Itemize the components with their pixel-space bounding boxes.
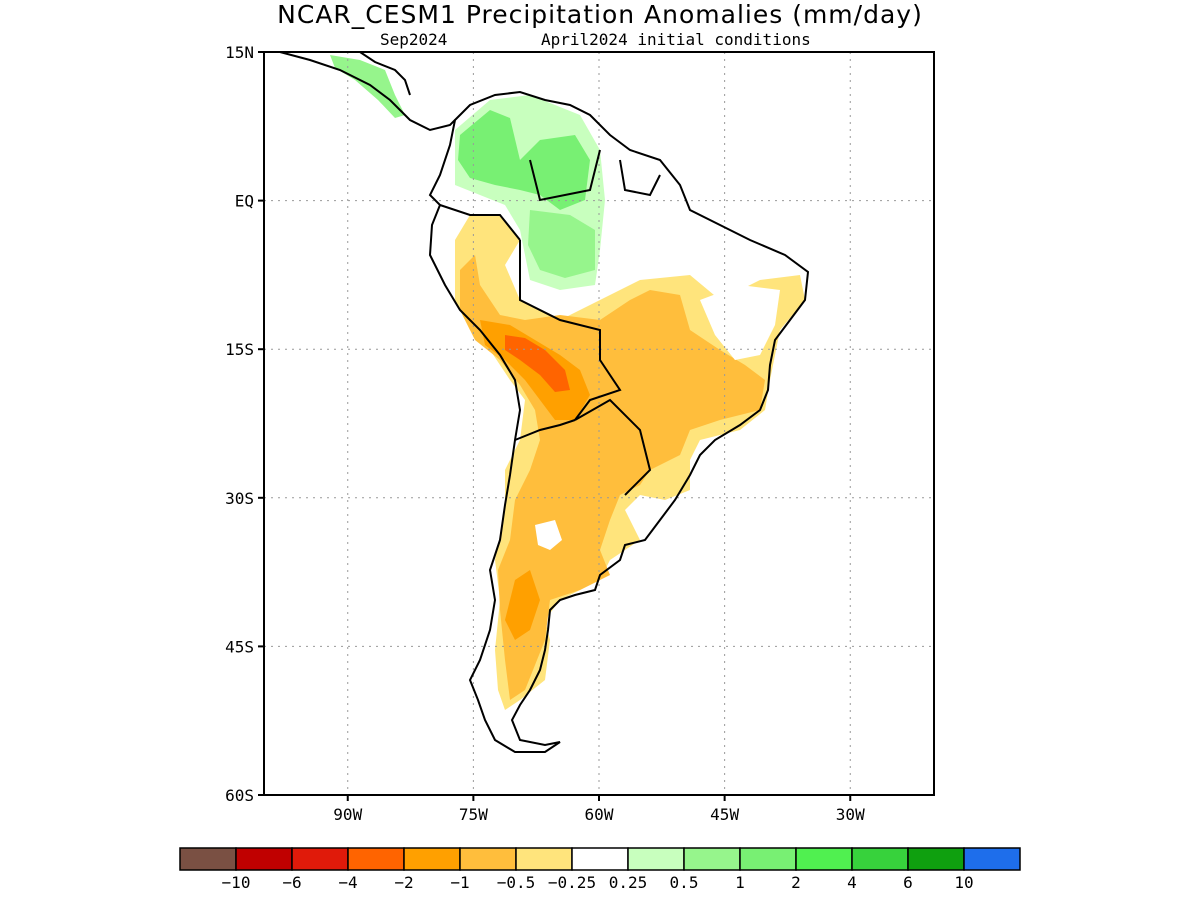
border-internal-4 <box>514 419 576 441</box>
anomaly-dry-strong-2 <box>505 570 540 640</box>
colorbar-swatch <box>963 847 1021 871</box>
colorbar-label: −1 <box>450 873 469 892</box>
colorbar-label: 2 <box>791 873 801 892</box>
colorbar-swatch <box>347 847 405 871</box>
colorbar-label: −0.25 <box>548 873 596 892</box>
colorbar-swatch <box>907 847 965 871</box>
colorbar-label: 6 <box>903 873 913 892</box>
border-internal-3 <box>574 398 652 496</box>
border-internal-6 <box>619 159 661 197</box>
border-internal-1 <box>439 204 521 241</box>
lon-tick-label: 30W <box>836 805 865 824</box>
coastline-central-america-north <box>359 52 411 96</box>
border-internal-2 <box>519 240 622 421</box>
colorbar-label: 1 <box>735 873 745 892</box>
coastlines <box>279 52 810 753</box>
axis-ticks: 15N EQ 15S 30S 45S 60S 90W 75W 60W 45W 30W <box>225 43 865 824</box>
colorbar-swatch <box>571 847 629 871</box>
colorbar-swatch <box>403 847 461 871</box>
lon-tick-label: 60W <box>585 805 614 824</box>
colorbar-label: −4 <box>338 873 357 892</box>
colorbar-label: 4 <box>847 873 857 892</box>
anomaly-dry-core <box>505 335 570 392</box>
forecast-month: Sep2024 <box>380 30 448 49</box>
colorbar-swatch <box>739 847 797 871</box>
colorbar-swatch <box>683 847 741 871</box>
lat-tick-label: 45S <box>225 637 254 656</box>
colorbar-swatch <box>627 847 685 871</box>
lat-tick-label: 60S <box>225 786 254 805</box>
colorbar-swatch <box>795 847 853 871</box>
lat-tick-label: 30S <box>225 489 254 508</box>
colorbar-label: 0.5 <box>670 873 699 892</box>
coastline-south-america <box>428 90 810 753</box>
coastline-central-america <box>279 52 456 132</box>
anomaly-wet-colombia <box>458 110 590 210</box>
anomaly-shading <box>330 55 805 710</box>
lon-tick-label: 90W <box>333 805 362 824</box>
colorbar-swatch <box>851 847 909 871</box>
graticule <box>264 52 934 795</box>
border-internal-5 <box>529 149 601 202</box>
colorbar-label: 0.25 <box>609 873 648 892</box>
colorbar-swatch <box>291 847 349 871</box>
lon-tick-label: 45W <box>710 805 739 824</box>
colorbar-swatch <box>179 847 237 871</box>
colorbar-swatch <box>235 847 293 871</box>
initial-conditions: April2024 initial conditions <box>541 30 811 49</box>
colorbar-label: −0.5 <box>497 873 536 892</box>
lon-tick-label: 75W <box>459 805 488 824</box>
lat-tick-label: 15S <box>225 340 254 359</box>
colorbar-label: 10 <box>954 873 973 892</box>
colorbar-label: −2 <box>394 873 413 892</box>
colorbar-label: −10 <box>222 873 251 892</box>
map-title: NCAR_CESM1 Precipitation Anomalies (mm/d… <box>277 0 923 29</box>
colorbar: −10 −6 −4 −2 −1 −0.5 −0.25 0.25 0.5 1 2 4 6 10 <box>179 847 1021 892</box>
colorbar-label: −6 <box>282 873 301 892</box>
anomaly-wet-central-america <box>330 55 405 118</box>
anomaly-wet-amazon <box>528 210 595 278</box>
anomaly-neutral-brazil <box>700 285 780 360</box>
colorbar-swatch <box>515 847 573 871</box>
lat-tick-label: EQ <box>235 192 254 211</box>
colorbar-swatch <box>459 847 517 871</box>
anomaly-neutral-argentina <box>535 520 562 550</box>
lat-tick-label: 15N <box>225 43 254 62</box>
